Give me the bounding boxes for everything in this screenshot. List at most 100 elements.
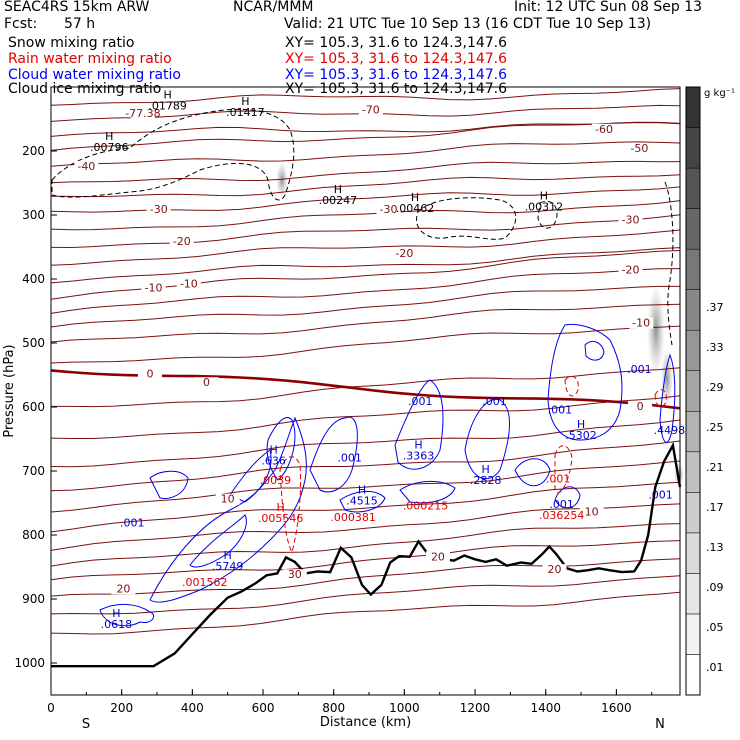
snow-label-2: .00796 [90, 141, 129, 154]
legend-cloudice-name: Cloud ice mixing ratio [8, 81, 162, 97]
temp-label-bg-5 [146, 203, 171, 215]
temp-label-bg-15 [194, 377, 219, 389]
cloud-water-label-2: .001 [482, 395, 507, 408]
cloud-water-contour-13 [584, 341, 605, 361]
ice-shade-0 [276, 162, 288, 198]
isotherm-26 [50, 558, 681, 597]
cloud-water-contour-8 [394, 379, 444, 470]
temp-label-bg-22 [282, 569, 307, 581]
colorbar-tick-9: .37 [706, 301, 724, 314]
colorbar-cell-0 [685, 654, 701, 696]
x-tick-label-1: 200 [110, 701, 133, 715]
temp-label-9: -20 [395, 247, 413, 260]
temp-label-0: -77.38 [125, 107, 160, 120]
colorbar-cell-12 [685, 167, 701, 209]
colorbar-cell-14 [685, 86, 701, 128]
y-tick-label-2: 400 [22, 272, 45, 286]
x-tick-label-8: 1600 [601, 701, 632, 715]
colorbar-frame [685, 86, 701, 696]
temp-label-bg-19 [111, 583, 136, 595]
y-tick-label-5: 700 [22, 464, 45, 478]
cloud-water-high-4: H [577, 418, 585, 431]
temp-label-bg-13 [629, 317, 654, 329]
rain-label-6: .001562 [182, 576, 228, 589]
temp-label-5: -30 [150, 203, 168, 216]
colorbar-unit: g kg⁻¹ [704, 88, 735, 99]
legend-snow-xy: XY= 105.3, 31.6 to 124.3,147.6 [285, 35, 508, 51]
isotherm-5 [50, 160, 681, 184]
temp-label-bg-8 [169, 235, 194, 247]
temp-label-bg-7 [618, 214, 643, 226]
temp-label-bg-3 [627, 143, 652, 154]
cloud-water-label-5: .4498 [654, 424, 686, 437]
snow-high-5: H [540, 190, 548, 203]
y-axis-label: Pressure (hPa) [2, 344, 17, 437]
isotherm-19 [50, 419, 681, 468]
colorbar-cell-10 [685, 248, 701, 290]
temp-label-bg-1 [358, 104, 383, 116]
rain-label-2: .000381 [330, 511, 376, 524]
cloud-water-label-12: .001 [549, 498, 574, 511]
temp-label-3: -50 [630, 142, 648, 155]
colorbar-tick-6: .25 [706, 421, 724, 434]
temp-label-bg-6 [376, 203, 401, 215]
init-time: Init: 12 UTC Sun 08 Sep 13 [514, 0, 703, 15]
temp-label-bg-9 [392, 247, 417, 259]
x-tick-label-0: 0 [47, 701, 55, 715]
cloud-water-label-1: .001 [408, 395, 433, 408]
colorbar-cell-2 [685, 573, 701, 615]
isotherm-9 [50, 214, 681, 249]
isotherm-4 [50, 141, 681, 167]
x-tick-label-7: 1400 [530, 701, 561, 715]
temp-label-bg-18 [579, 506, 604, 518]
legend-cloudice-xy: XY= 105.3, 31.6 to 124.3,147.6 [285, 81, 508, 97]
cloud-water-contour-12 [547, 323, 623, 441]
isotherm-15 [50, 303, 681, 343]
x-tick-label-4: 800 [322, 701, 345, 715]
center-title: NCAR/MMM [233, 0, 314, 15]
temp-label-10: -20 [622, 264, 640, 277]
snow-contour-0 [51, 108, 295, 201]
temp-label-bg-10 [618, 264, 643, 276]
colorbar-tick-3: .13 [706, 541, 724, 554]
colorbar-cell-13 [685, 127, 701, 169]
isotherm-11 [50, 247, 681, 284]
cloud-water-high-11: H [358, 483, 366, 496]
cloud-water-contour-1 [149, 416, 307, 603]
ice-shade-2 [661, 348, 673, 408]
cloud-water-contour-9 [399, 481, 456, 504]
temp-label-bg-4 [74, 160, 99, 172]
isotherm-23 [50, 503, 681, 551]
snow-label-3: .00247 [319, 194, 358, 207]
rain-contour-2 [564, 375, 579, 397]
isotherm-18 [50, 395, 681, 439]
y-tick-label-6: 800 [22, 528, 45, 542]
temp-label-8: -20 [173, 235, 191, 248]
colorbar-cell-3 [685, 532, 701, 574]
cloud-water-label-14: .5749 [212, 560, 244, 573]
fcst-value: 57 h [64, 16, 96, 32]
colorbar-cell-1 [685, 613, 701, 655]
temp-label-15: 0 [203, 376, 210, 389]
temp-label-bg-11 [141, 282, 166, 294]
fcst-label: Fcst: [4, 16, 38, 32]
isotherm-17 [51, 367, 681, 408]
rain-label-3: .000215 [403, 499, 449, 512]
colorbar-tick-2: .09 [706, 581, 724, 594]
isotherm-2 [50, 122, 681, 137]
temp-label-7: -30 [622, 214, 640, 227]
cloud-water-label-15: .0618 [101, 618, 133, 631]
isotherm-27 [50, 575, 681, 615]
temp-label-bg-16 [628, 400, 653, 412]
colorbar-cell-6 [685, 411, 701, 453]
temp-label-6: -30 [379, 203, 397, 216]
temp-label-bg-14 [137, 368, 162, 380]
snow-high-2: H [105, 130, 113, 143]
temp-label-2: -60 [595, 123, 613, 136]
temp-label-bg-2 [592, 123, 617, 135]
colorbar-cell-4 [685, 492, 701, 534]
temp-label-14: 0 [146, 367, 153, 380]
valid-time: Valid: 21 UTC Tue 10 Sep 13 (16 CDT Tue … [284, 16, 652, 32]
cloud-water-label-8: .3363 [403, 449, 435, 462]
cloud-water-contour-14 [659, 353, 676, 443]
